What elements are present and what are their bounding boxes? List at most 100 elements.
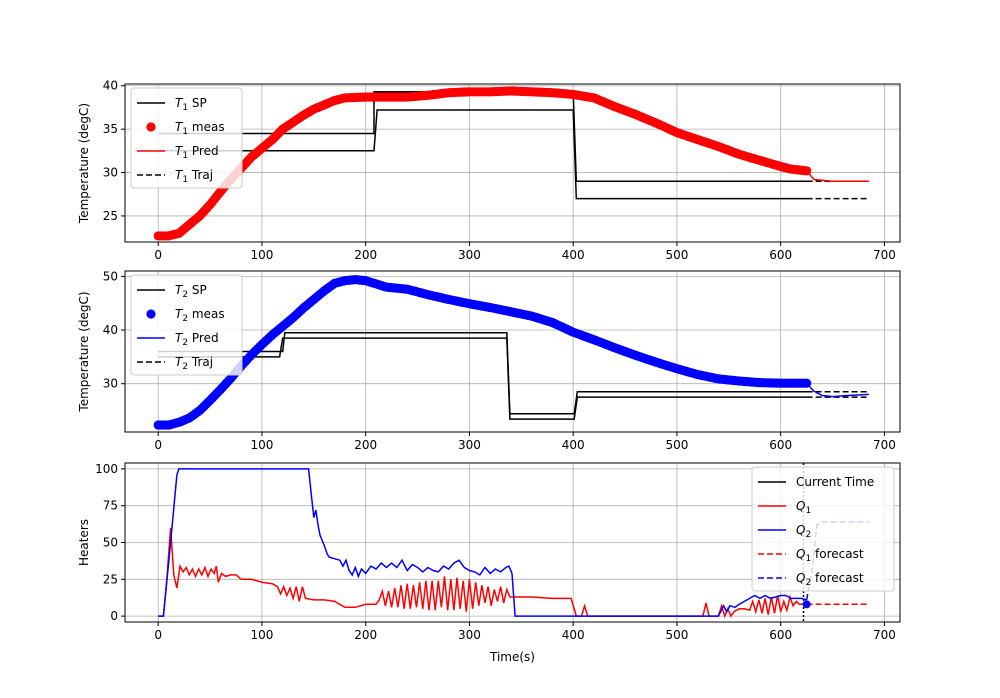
y-tick-label: 35: [103, 122, 118, 136]
legend-label-subscript: 1: [182, 103, 188, 113]
legend-label: T1 SP: [175, 96, 207, 113]
legend-label-symbol: T: [175, 307, 184, 321]
axes-frame: [124, 83, 901, 243]
legend-label-suffix: forecast: [811, 571, 864, 585]
legend-marker: [146, 309, 156, 319]
series-line: [158, 468, 807, 617]
legend-label-subscript: 2: [805, 530, 811, 540]
legend-label: T2 meas: [175, 307, 225, 324]
temperature-2-panel: 0 100 200 300 400 500 600 700 30 40 50 Temperature …: [77, 269, 901, 452]
legend-label-subscript: 2: [805, 578, 811, 588]
legend-label-subscript: 1: [805, 554, 811, 564]
y-tick-label: 25: [103, 572, 118, 586]
setpoint-upper-line: [158, 91, 807, 182]
legend-label: T1 Traj: [175, 168, 213, 185]
measurement-point: [802, 378, 812, 388]
y-tick-label: 50: [103, 269, 118, 283]
x-tick-label: 600: [769, 438, 792, 452]
x-tick-label: 600: [769, 248, 792, 262]
legend-label-symbol: T: [175, 283, 184, 297]
legend-label-subscript: 1: [182, 127, 188, 137]
y-tick-label: 0: [110, 609, 118, 623]
prediction-line: [806, 170, 869, 182]
y-tick-label: 40: [103, 79, 118, 93]
axes-frame: [124, 270, 901, 433]
x-tick-label: 300: [458, 628, 481, 642]
legend-label-suffix: Traj: [188, 168, 213, 182]
legend-label: T2 SP: [175, 283, 207, 300]
x-axis-title: Time(s): [489, 650, 535, 664]
x-tick-label: 400: [562, 628, 585, 642]
x-tick-label: 200: [354, 628, 377, 642]
y-tick-label: 40: [103, 323, 118, 337]
legend-label: Q2: [796, 523, 811, 540]
current-marker: [802, 600, 811, 609]
y-axis-title: Temperature (degC): [77, 291, 91, 412]
legend-label: T1 Pred: [175, 144, 219, 161]
legend-label-suffix: SP: [188, 96, 207, 110]
y-tick-label: 50: [103, 536, 118, 550]
x-tick-label: 100: [250, 248, 273, 262]
x-tick-label: 700: [873, 628, 896, 642]
legend-label-suffix: meas: [188, 120, 225, 134]
legend-label-symbol: T: [175, 355, 184, 369]
x-tick-label: 100: [250, 628, 273, 642]
legend-marker: [146, 122, 156, 132]
legend-label: T1 meas: [175, 120, 225, 137]
legend-box: [751, 466, 895, 592]
x-tick-label: 500: [665, 438, 688, 452]
y-tick-label: 30: [103, 166, 118, 180]
setpoint-lower-line: [158, 337, 807, 420]
legend-label-suffix: Traj: [188, 355, 213, 369]
y-tick-label: 100: [95, 462, 118, 476]
legend-label-subscript: 1: [182, 151, 188, 161]
x-tick-label: 200: [354, 438, 377, 452]
plot-area: [153, 274, 869, 430]
legend-label-suffix: meas: [188, 307, 225, 321]
legend-label-suffix: SP: [188, 283, 207, 297]
legend-label-symbol: Q: [796, 571, 805, 585]
legend-label-subscript: 2: [182, 290, 188, 300]
x-tick-label: 600: [769, 628, 792, 642]
x-tick-label: 500: [665, 628, 688, 642]
y-axis-title: Temperature (degC): [77, 103, 91, 224]
legend-label: T2 Traj: [175, 355, 213, 372]
x-tick-label: 500: [665, 248, 688, 262]
legend-label-subscript: 2: [182, 338, 188, 348]
x-tick-label: 700: [873, 438, 896, 452]
legend-label-symbol: Q: [796, 523, 805, 537]
x-tick-label: 400: [562, 438, 585, 452]
legend-label: Q1: [796, 499, 811, 516]
legend-label-symbol: T: [175, 168, 184, 182]
x-tick-label: 300: [458, 438, 481, 452]
prediction-line: [806, 382, 869, 398]
legend-label-subscript: 2: [182, 314, 188, 324]
legend-label: Q2 forecast: [796, 571, 864, 588]
legend-label-suffix: Pred: [188, 144, 219, 158]
setpoint-lower-line: [158, 109, 807, 200]
legend-label-subscript: 1: [182, 175, 188, 185]
y-tick-label: 75: [103, 499, 118, 513]
legend-label: Current Time: [796, 475, 874, 489]
x-tick-label: 0: [154, 248, 162, 262]
x-tick-label: 300: [458, 248, 481, 262]
y-tick-label: 30: [103, 377, 118, 391]
legend-label-symbol: T: [175, 96, 184, 110]
x-tick-label: 400: [562, 248, 585, 262]
x-tick-label: 200: [354, 248, 377, 262]
legend-label-subscript: 2: [182, 362, 188, 372]
legend-label-symbol: T: [175, 331, 184, 345]
x-tick-label: 100: [250, 438, 273, 452]
x-tick-label: 700: [873, 248, 896, 262]
x-tick-label: 0: [154, 628, 162, 642]
legend-box: [130, 87, 243, 189]
legend-label-suffix: forecast: [811, 547, 864, 561]
legend-label-subscript: 1: [805, 506, 811, 516]
plot-area: [153, 86, 869, 241]
legend-label-symbol: Q: [796, 547, 805, 561]
temperature-1-panel: 0 100 200 300 400 500 600 700 25 30 35 40 Temperatur…: [77, 79, 901, 262]
